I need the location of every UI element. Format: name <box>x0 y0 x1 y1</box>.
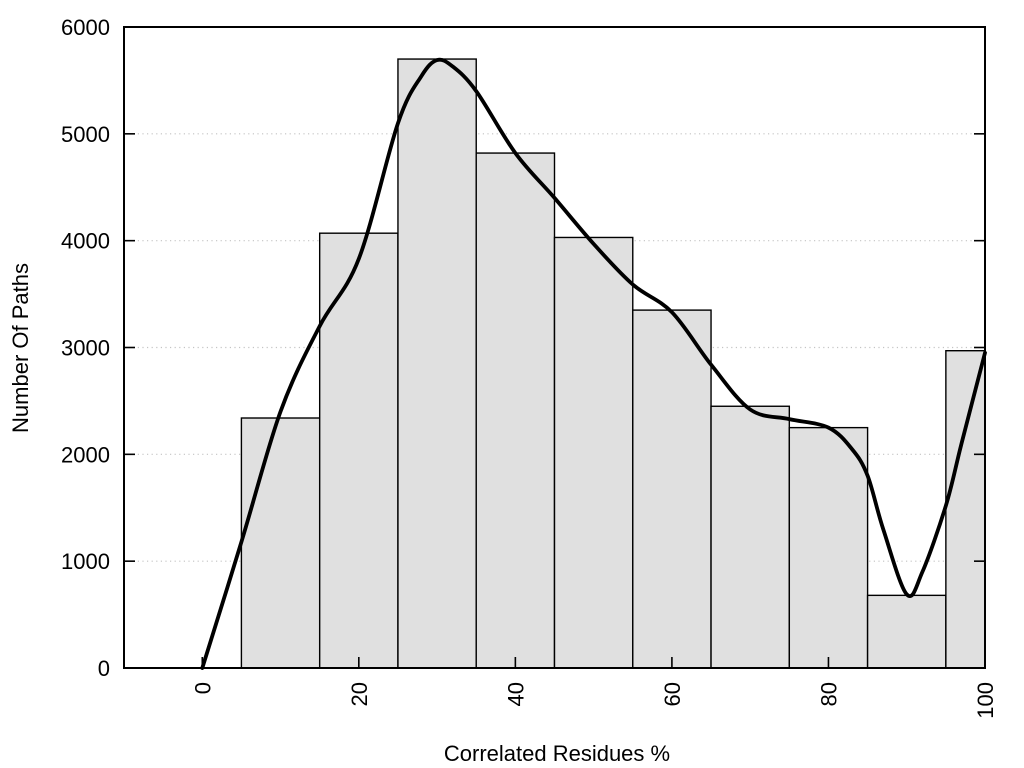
y-tick-label: 5000 <box>61 122 110 147</box>
histogram-bar <box>475 152 556 669</box>
x-tick-label: 60 <box>660 682 685 706</box>
y-tick-label: 4000 <box>61 229 110 254</box>
histogram-bar <box>553 236 634 669</box>
x-tick-label: 40 <box>503 682 528 706</box>
x-tick-label: 20 <box>347 682 372 706</box>
histogram-bar <box>788 426 869 669</box>
curve-layer <box>200 57 987 670</box>
x-tick-label: 80 <box>816 682 841 706</box>
histogram-bar <box>318 232 399 669</box>
y-tick-label: 0 <box>98 656 110 681</box>
x-axis-title: Correlated Residues % <box>444 741 670 766</box>
histogram-bar <box>397 58 477 669</box>
bars-layer <box>240 58 986 669</box>
density-curve <box>200 57 987 670</box>
histogram-bar <box>632 309 712 669</box>
histogram-bar <box>240 417 321 669</box>
x-tick-label: 100 <box>973 682 998 719</box>
x-tick-label: 0 <box>190 682 215 694</box>
y-tick-label: 1000 <box>61 549 110 574</box>
histogram-bar <box>945 350 986 669</box>
y-tick-label: 3000 <box>61 336 110 361</box>
y-tick-label: 2000 <box>61 442 110 467</box>
tick-labels-layer: 0 1000 2000 3000 4000 5000 6000 0 20 40 60 80 100 <box>61 15 998 719</box>
histogram-bar <box>710 405 791 669</box>
y-tick-label: 6000 <box>61 15 110 40</box>
y-axis-title: Number Of Paths <box>8 263 33 433</box>
histogram-bar <box>866 594 947 669</box>
